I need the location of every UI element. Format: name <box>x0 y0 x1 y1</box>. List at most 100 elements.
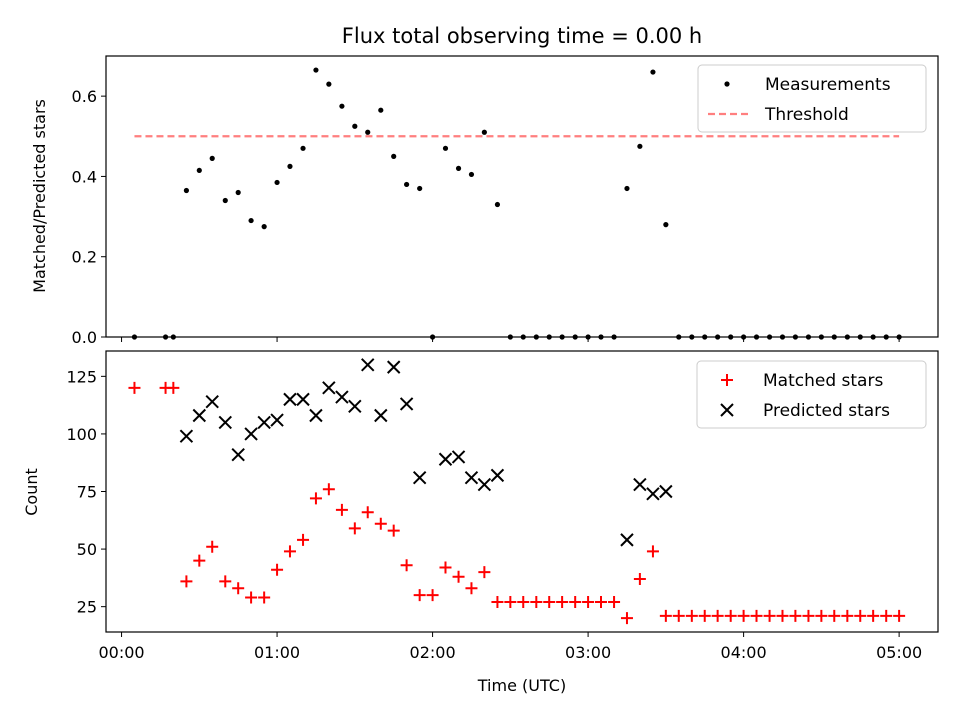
matched-star-point <box>582 596 595 609</box>
predicted-star-point <box>179 429 194 443</box>
measurement-point <box>481 129 487 135</box>
predicted-star-point <box>348 399 362 413</box>
legend-predicted-label: Predicted stars <box>763 401 890 421</box>
predicted-star-point <box>451 450 466 464</box>
predicted-star-point <box>257 415 271 430</box>
bottom-y-axis-label: Count <box>22 468 41 516</box>
measurement-point <box>300 145 306 151</box>
top-y-tick-label: 0.6 <box>72 87 97 106</box>
matched-star-point <box>530 596 543 609</box>
matched-star-point <box>361 506 374 519</box>
matched-star-point <box>828 609 841 622</box>
legend-threshold-label: Threshold <box>764 105 849 125</box>
measurement-point <box>274 179 280 186</box>
predicted-star-point <box>361 358 375 372</box>
measurement-point <box>442 145 449 151</box>
bottom-y-tick-label: 125 <box>66 367 97 386</box>
x-tick-label: 04:00 <box>721 643 767 662</box>
predicted-star-point <box>374 408 388 423</box>
matched-star-point <box>620 612 633 625</box>
measurement-point <box>637 143 643 149</box>
matched-star-point <box>128 381 141 394</box>
measurement-point <box>352 123 358 129</box>
matched-star-point <box>867 609 880 622</box>
matched-star-point <box>802 609 815 622</box>
measurement-point <box>326 81 332 87</box>
predicted-star-point <box>192 408 207 423</box>
predicted-star-point <box>633 477 647 492</box>
matched-star-point <box>633 573 646 586</box>
measurement-point <box>183 187 190 194</box>
matched-star-point <box>504 596 517 609</box>
matched-star-point <box>348 522 361 535</box>
measurement-point <box>391 153 397 159</box>
predicted-star-point <box>335 390 349 404</box>
predicted-star-point <box>646 487 660 501</box>
predicted-star-point <box>231 447 245 462</box>
measurement-point <box>287 163 293 169</box>
matched-star-point <box>322 483 335 496</box>
measurement-point <box>196 167 202 174</box>
predicted-star-point <box>464 470 479 485</box>
matched-star-point <box>400 559 413 572</box>
matched-star-point <box>478 566 491 579</box>
measurement-point <box>261 224 267 230</box>
matched-star-point <box>737 609 750 622</box>
top-axes-frame <box>105 55 939 338</box>
predicted-star-point <box>412 470 427 485</box>
matched-star-point <box>283 545 296 558</box>
top-y-tick-label: 0.4 <box>72 167 97 186</box>
matched-star-point <box>569 596 582 609</box>
matched-star-point <box>232 582 245 595</box>
predicted-star-point <box>244 427 258 441</box>
bottom-axes-frame <box>105 350 939 633</box>
top-legend: Measurements Threshold <box>697 64 927 133</box>
legend-matched-label: Matched stars <box>763 371 883 391</box>
bottom-y-tick-label: 25 <box>77 598 97 617</box>
matched-star-point <box>167 381 180 394</box>
matched-star-point <box>426 589 439 602</box>
matched-star-point <box>206 540 219 553</box>
bottom-ticks: 25 50 75 100 125 00:00 01:00 02:00 03:00 04:00 05:… <box>66 367 922 662</box>
matched-star-point <box>439 561 452 574</box>
predicted-star-point <box>270 413 284 427</box>
measurement-point <box>235 189 241 196</box>
matched-star-point <box>374 517 387 530</box>
measurement-point <box>222 197 228 204</box>
measurement-point <box>455 165 462 171</box>
matched-star-point <box>387 524 400 537</box>
matched-star-point <box>672 609 685 622</box>
top-y-axis-label: Matched/Predicted stars <box>30 99 49 293</box>
measurement-point <box>404 181 410 188</box>
predicted-star-point <box>490 468 505 483</box>
legend-measurements-label: Measurements <box>765 75 891 95</box>
matched-star-point <box>556 596 569 609</box>
predicted-star-point <box>283 392 297 407</box>
x-tick-label: 03:00 <box>565 643 611 662</box>
top-panel: Flux total observing time = 0.00 h Match… <box>30 24 939 347</box>
matched-star-point <box>750 609 763 622</box>
matched-star-point <box>465 582 478 595</box>
predicted-star-point <box>438 452 453 466</box>
predicted-star-point <box>296 392 310 407</box>
measurement-point <box>468 171 475 178</box>
x-tick-label: 02:00 <box>410 643 456 662</box>
matched-star-point <box>309 492 322 505</box>
matched-star-point <box>219 575 232 588</box>
matched-star-point <box>258 591 271 604</box>
matched-star-point <box>698 609 711 622</box>
measurement-point <box>494 201 501 208</box>
measurement-point <box>339 103 345 109</box>
x-tick-label: 01:00 <box>254 643 300 662</box>
matched-star-point <box>776 609 789 622</box>
predicted-star-point <box>322 381 336 395</box>
matched-star-point <box>297 533 310 546</box>
bottom-y-tick-label: 100 <box>66 425 97 444</box>
x-tick-label: 00:00 <box>98 643 144 662</box>
x-axis-label: Time (UTC) <box>477 676 566 695</box>
predicted-star-point <box>399 397 414 411</box>
matched-star-point <box>517 596 530 609</box>
predicted-star-point <box>309 408 323 423</box>
matched-star-point <box>180 575 193 588</box>
